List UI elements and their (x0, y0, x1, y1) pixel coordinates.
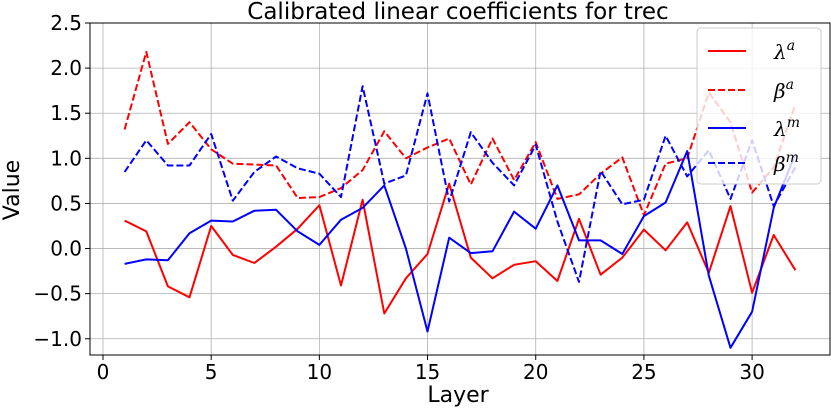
legend-box (696, 27, 822, 185)
y-tick-label: 2.5 (50, 11, 82, 35)
series-line--a-0 (124, 182, 797, 315)
x-tick-label: 30 (739, 360, 764, 384)
legend-label: λa (773, 38, 795, 64)
y-tick-label: 0.0 (50, 237, 82, 261)
chart-title: Calibrated linear coefficients for trec (247, 0, 668, 25)
y-ticks: −1.0 −0.5 0.0 0.5 1.0 1.5 2.0 2.5 (33, 11, 90, 351)
y-tick-label: 2.0 (50, 56, 82, 80)
x-tick-label: 5 (205, 360, 218, 384)
series-line--m-2 (124, 150, 797, 349)
x-axis-label: Layer (427, 383, 489, 408)
plot-frame (89, 22, 831, 356)
legend-label: βa (773, 77, 794, 103)
y-tick-label: 1.5 (50, 101, 82, 125)
legend: λa βa λm βm (696, 27, 822, 185)
x-tick-label: 0 (97, 360, 110, 384)
y-axis-label: Value (0, 160, 25, 220)
x-tick-label: 15 (415, 360, 440, 384)
series-line--m-3 (123, 85, 797, 283)
x-tick-label: 20 (523, 360, 548, 384)
y-tick-label: 0.5 (50, 191, 82, 215)
x-tick-label: 25 (631, 360, 656, 384)
legend-label: βm (773, 150, 799, 176)
y-tick-label: 1.0 (50, 146, 82, 170)
x-ticks: 0 5 10 15 20 25 30 (97, 355, 765, 384)
y-tick-label: −0.5 (33, 282, 82, 306)
series-lines (123, 50, 797, 349)
x-tick-label: 10 (307, 360, 332, 384)
legend-label: λm (773, 115, 800, 141)
y-tick-label: −1.0 (33, 327, 82, 351)
